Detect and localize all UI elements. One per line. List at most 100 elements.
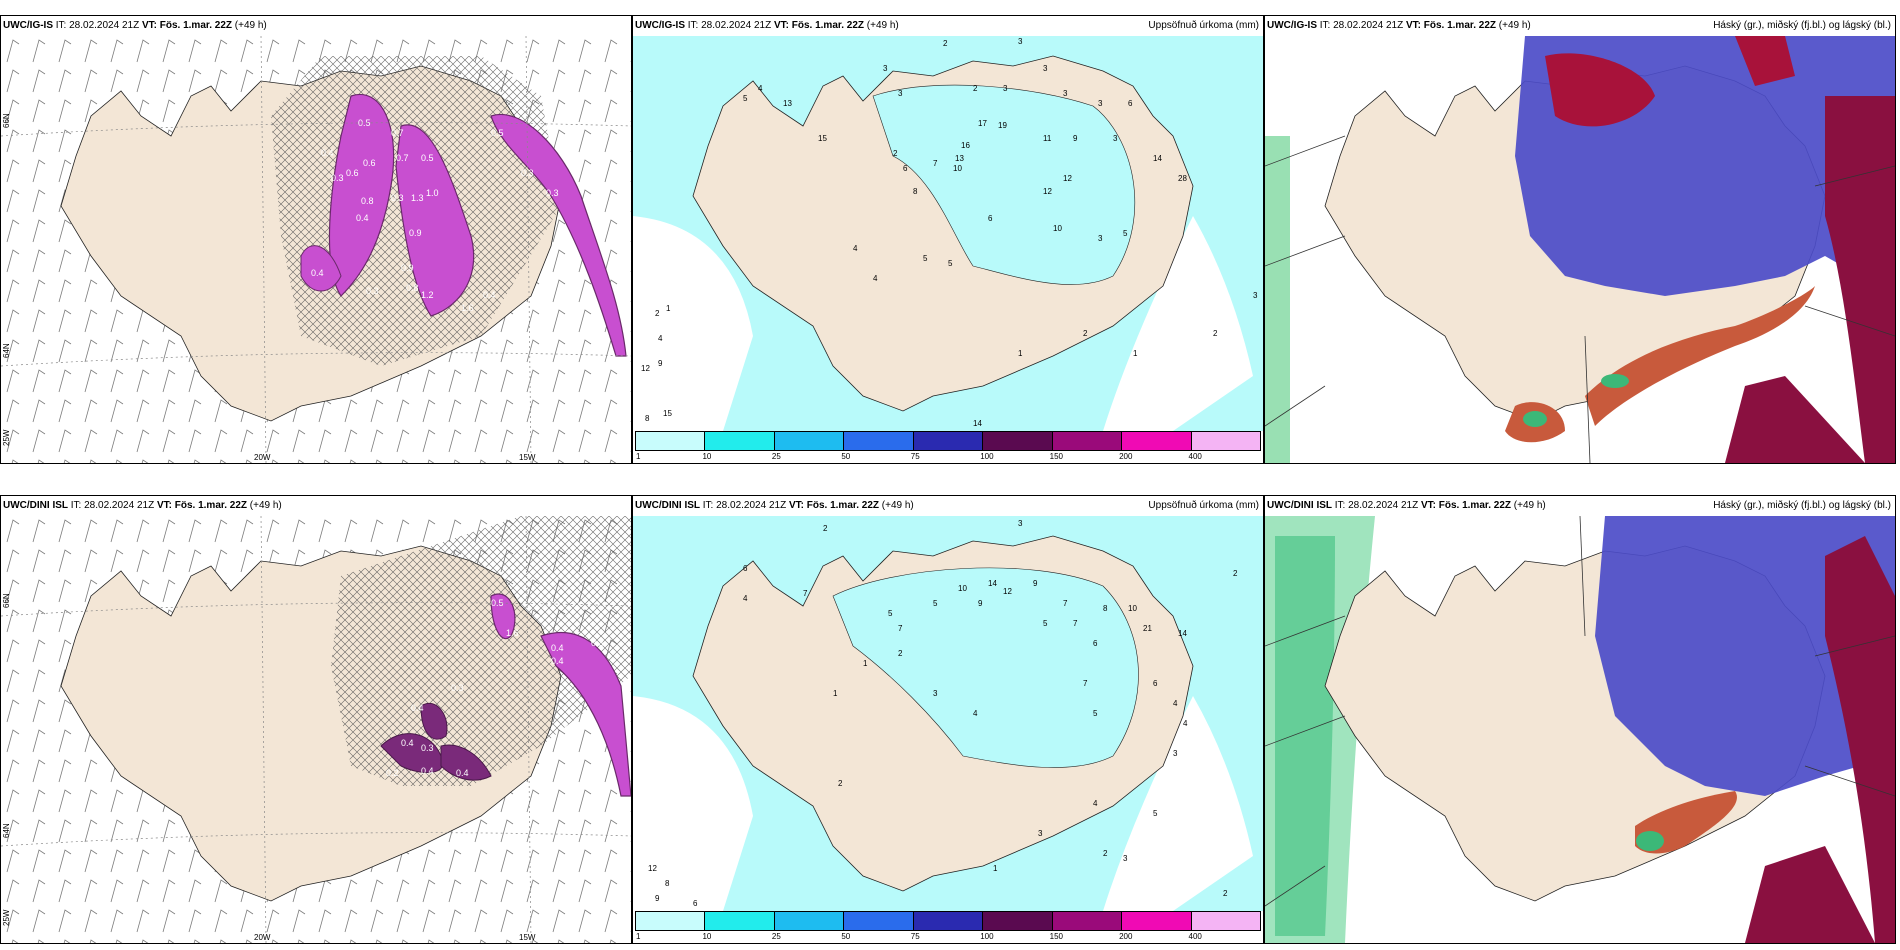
svg-text:6: 6 [1128, 99, 1133, 108]
svg-text:3: 3 [1173, 749, 1178, 758]
svg-text:28: 28 [1178, 174, 1187, 183]
svg-text:3: 3 [883, 64, 888, 73]
svg-text:0.5: 0.5 [421, 153, 434, 163]
svg-text:4: 4 [658, 334, 663, 343]
svg-text:1.6: 1.6 [461, 303, 474, 313]
svg-text:6: 6 [988, 214, 993, 223]
svg-text:3: 3 [1018, 519, 1023, 528]
svg-text:2: 2 [1213, 329, 1218, 338]
svg-text:9: 9 [1073, 134, 1078, 143]
colorbar-segments: 1 10 25 50 75 100 150 200 400 [635, 911, 1261, 941]
svg-text:0.3: 0.3 [391, 193, 404, 203]
svg-text:6: 6 [1093, 639, 1098, 648]
precip-map-svg: 2 3 6 4 7 1 2 5 7 5 9 10 14 12 9 7 5 7 6… [633, 516, 1263, 911]
svg-text:66N: 66N [2, 113, 11, 128]
svg-text:2: 2 [973, 84, 978, 93]
svg-text:4: 4 [973, 709, 978, 718]
svg-text:1: 1 [993, 864, 998, 873]
cloud-map [1265, 36, 1895, 463]
panel-header: UWC/IG-IS IT: 28.02.2024 21Z VT: Fös. 1.… [1, 16, 631, 36]
panel-header: UWC/DINI ISL IT: 28.02.2024 21Z VT: Fös.… [1, 496, 631, 516]
svg-text:0.3: 0.3 [546, 188, 559, 198]
svg-text:9: 9 [655, 894, 660, 903]
svg-text:2: 2 [1223, 889, 1228, 898]
svg-text:3: 3 [898, 89, 903, 98]
svg-text:3: 3 [1063, 89, 1068, 98]
cloud-panel-row2: UWC/DINI ISL IT: 28.02.2024 21Z VT: Fös.… [1264, 495, 1896, 944]
svg-text:0.8: 0.8 [361, 196, 374, 206]
svg-text:2: 2 [1083, 329, 1088, 338]
svg-text:3: 3 [933, 689, 938, 698]
colorbar-segments: 1 10 25 50 75 100 150 200 400 [635, 431, 1261, 461]
svg-text:7: 7 [1063, 599, 1068, 608]
svg-text:14: 14 [1153, 154, 1162, 163]
precip-map: 2 3 3 3 3 4 5 13 2 3 3 3 6 15 17 19 11 1… [633, 36, 1263, 431]
svg-text:14: 14 [1178, 629, 1187, 638]
snow-labels: 0.5 0.4 0.3 0.6 0.7 0.6 0.4 0.3 0.8 0.9 … [311, 118, 559, 313]
svg-text:3: 3 [1003, 84, 1008, 93]
svg-text:3: 3 [1253, 291, 1258, 300]
snow-wind-panel-row2: UWC/DINI ISL IT: 28.02.2024 21Z VT: Fös.… [0, 495, 632, 944]
svg-text:1: 1 [833, 689, 838, 698]
svg-text:6: 6 [903, 164, 908, 173]
svg-text:7: 7 [933, 159, 938, 168]
svg-text:0.4: 0.4 [456, 768, 469, 778]
svg-text:2: 2 [1233, 569, 1238, 578]
cloud-map [1265, 516, 1895, 943]
svg-text:10: 10 [958, 584, 967, 593]
panel-header: UWC/DINI ISL IT: 28.02.2024 21Z VT: Fös.… [1265, 496, 1895, 516]
svg-text:0.3: 0.3 [331, 173, 344, 183]
svg-text:1.2: 1.2 [421, 290, 434, 300]
svg-text:7: 7 [898, 624, 903, 633]
snow-wind-panel-row1: UWC/IG-IS IT: 28.02.2024 21Z VT: Fös. 1.… [0, 15, 632, 464]
svg-text:19: 19 [998, 121, 1007, 130]
svg-text:0.8: 0.8 [406, 283, 419, 293]
snow-wind-map-svg: 0.5 0.4 0.3 0.6 0.7 0.6 0.4 0.3 0.8 0.9 … [1, 36, 631, 463]
svg-text:4: 4 [853, 244, 858, 253]
svg-text:8: 8 [913, 187, 918, 196]
colorbar-seg: 75 [911, 432, 984, 461]
svg-text:6: 6 [693, 899, 698, 908]
cloud-title: Háský (gr.), miðský (fj.bl.) og lágský (… [1713, 500, 1891, 511]
svg-text:3: 3 [1098, 234, 1103, 243]
svg-text:1: 1 [863, 659, 868, 668]
svg-text:5: 5 [743, 94, 748, 103]
svg-text:7: 7 [803, 589, 808, 598]
svg-text:3: 3 [1018, 37, 1023, 46]
svg-text:21: 21 [1143, 624, 1152, 633]
svg-text:15: 15 [818, 134, 827, 143]
snow-labels: 0.5 1.6 0.4 0.3 0.4 0.4 0.3 0.4 0.3 0.2 … [386, 598, 604, 778]
cloud-title: Háský (gr.), miðský (fj.bl.) og lágský (… [1713, 20, 1891, 31]
svg-text:1: 1 [1018, 349, 1023, 358]
svg-text:0.4: 0.4 [551, 656, 564, 666]
snow-wind-map-svg: 0.5 1.6 0.4 0.3 0.4 0.4 0.3 0.4 0.3 0.2 … [1, 516, 631, 943]
svg-text:8: 8 [665, 879, 670, 888]
panel-header: UWC/DINI ISL IT: 28.02.2024 21Z VT: Fös.… [633, 496, 1263, 516]
svg-text:12: 12 [1063, 174, 1072, 183]
svg-text:6: 6 [743, 564, 748, 573]
colorbar-seg: 25 [772, 432, 845, 461]
svg-text:7: 7 [1073, 619, 1078, 628]
svg-text:4: 4 [1093, 799, 1098, 808]
svg-text:0.4: 0.4 [321, 148, 334, 158]
svg-text:0.6: 0.6 [346, 168, 359, 178]
colorbar-seg: 400 [1189, 432, 1260, 461]
svg-text:25W: 25W [2, 909, 11, 926]
svg-text:66N: 66N [2, 593, 11, 608]
svg-text:0.7: 0.7 [396, 153, 409, 163]
svg-text:0.4: 0.4 [421, 766, 434, 776]
snow-wind-map: 0.5 1.6 0.4 0.3 0.4 0.4 0.3 0.4 0.3 0.2 … [1, 516, 631, 943]
svg-text:12: 12 [648, 864, 657, 873]
svg-text:0.4: 0.4 [483, 290, 496, 300]
svg-text:0.4: 0.4 [311, 268, 324, 278]
svg-text:5: 5 [1153, 809, 1158, 818]
svg-text:2: 2 [1103, 849, 1108, 858]
svg-text:4: 4 [758, 84, 763, 93]
colorbar-seg: 150 [1050, 432, 1123, 461]
svg-text:4: 4 [1173, 699, 1178, 708]
colorbar-seg: 100 [980, 432, 1053, 461]
svg-text:0.5: 0.5 [491, 128, 504, 138]
svg-text:4: 4 [743, 594, 748, 603]
svg-text:3: 3 [1098, 99, 1103, 108]
svg-text:9: 9 [1033, 579, 1038, 588]
